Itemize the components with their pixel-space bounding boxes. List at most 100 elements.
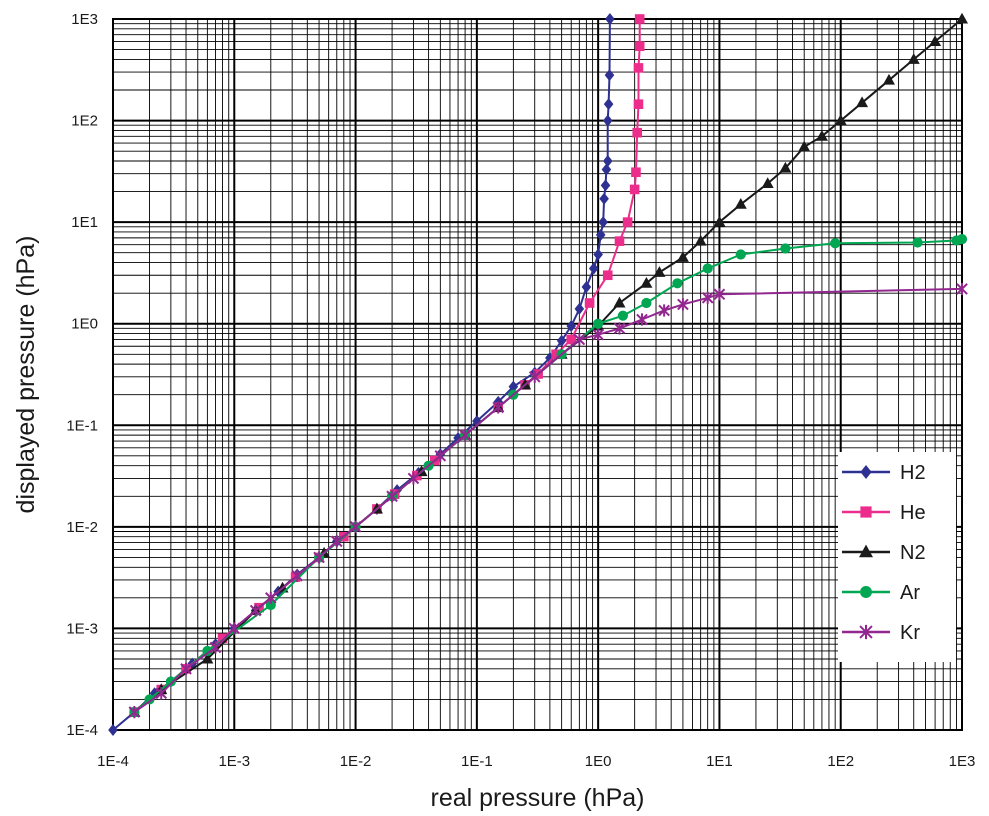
y-tick-label: 1E0	[71, 316, 98, 333]
data-point	[779, 161, 792, 173]
x-tick-label: 1E2	[827, 753, 854, 770]
data-point	[581, 280, 592, 293]
data-point	[633, 99, 644, 109]
legend-item-n2: N2	[842, 542, 926, 564]
data-point	[929, 35, 942, 47]
data-point	[956, 234, 968, 245]
x-tick-label: 1E-4	[97, 753, 129, 770]
data-point	[600, 179, 611, 192]
x-tick-label: 1E-3	[218, 753, 250, 770]
y-tick-label: 1E3	[71, 11, 98, 28]
data-point	[761, 177, 774, 189]
data-point	[508, 380, 519, 393]
data-point	[602, 154, 613, 167]
data-point	[566, 334, 577, 345]
x-tick-label: 1E1	[706, 753, 733, 770]
legend-label: Ar	[900, 582, 920, 604]
data-point	[613, 296, 626, 308]
data-point	[713, 215, 726, 227]
data-point	[956, 12, 968, 24]
series-layer	[108, 12, 968, 736]
data-point	[634, 14, 645, 24]
legend-label: H2	[900, 462, 926, 484]
data-point	[588, 262, 599, 275]
data-point	[249, 604, 262, 617]
legend-label: He	[900, 502, 926, 524]
data-point	[573, 333, 586, 346]
data-point	[882, 73, 895, 85]
data-point	[622, 217, 633, 227]
data-point	[291, 569, 303, 582]
x-tick-labels: 1E-4 1E-3 1E-2 1E-1 1E0 1E1 1E2 1E3	[97, 753, 975, 770]
data-point	[528, 370, 541, 383]
y-tick-label: 1E-1	[66, 417, 98, 434]
y-tick-labels: 1E-4 1E-3 1E-2 1E-1 1E0 1E1 1E2 1E3	[66, 11, 98, 739]
y-tick-label: 1E2	[71, 113, 98, 130]
data-point	[155, 687, 168, 700]
data-point	[601, 163, 612, 176]
legend-box	[838, 452, 956, 662]
data-point	[265, 599, 276, 611]
data-point	[631, 167, 641, 178]
data-point	[830, 238, 841, 249]
data-point	[598, 216, 608, 229]
data-point	[605, 13, 615, 25]
data-point	[551, 349, 561, 360]
data-point	[217, 633, 228, 644]
data-point	[556, 334, 567, 347]
legend-item-kr: Kr	[842, 622, 920, 644]
data-point	[834, 114, 847, 126]
plot-frame	[112, 18, 963, 731]
x-axis-title: real pressure (hPa)	[431, 784, 645, 812]
data-point	[907, 53, 920, 64]
data-point	[613, 322, 626, 335]
data-point	[780, 243, 791, 254]
data-point	[859, 544, 873, 558]
data-point	[349, 520, 362, 533]
data-point	[860, 586, 872, 598]
data-point	[165, 676, 176, 687]
data-point	[912, 237, 923, 248]
data-point	[676, 251, 689, 262]
data-point	[694, 234, 707, 246]
data-point	[593, 318, 604, 329]
legend-item-he: He	[842, 502, 926, 524]
data-point	[313, 551, 325, 564]
data-point	[386, 490, 398, 503]
series-line	[133, 287, 963, 713]
data-point	[330, 535, 343, 548]
data-point	[128, 705, 141, 719]
y-tick-label: 1E1	[71, 214, 98, 231]
data-point	[734, 197, 747, 209]
data-point	[180, 662, 192, 675]
data-point	[956, 282, 968, 296]
legend-label: N2	[900, 542, 926, 564]
data-point	[859, 624, 873, 640]
data-point	[636, 313, 648, 326]
data-point	[592, 328, 604, 341]
data-point	[264, 591, 277, 604]
y-tick-label: 1E-2	[66, 519, 98, 536]
data-point	[677, 298, 689, 311]
y-axis-title: displayed pressure (hPa)	[12, 236, 40, 514]
x-tick-label: 1E3	[949, 753, 976, 770]
data-point	[629, 184, 640, 195]
series-line	[133, 19, 641, 713]
data-point	[640, 276, 653, 288]
minor-grid	[113, 19, 962, 730]
data-point	[856, 96, 869, 108]
data-point	[604, 69, 615, 82]
data-point	[574, 302, 585, 315]
data-point	[108, 724, 118, 736]
y-tick-label: 1E-4	[66, 722, 98, 739]
data-point	[144, 694, 155, 705]
data-point	[599, 192, 609, 205]
data-point	[459, 429, 471, 442]
x-tick-label: 1E-1	[461, 753, 493, 770]
data-point	[614, 236, 625, 246]
data-point	[566, 319, 577, 332]
data-point	[658, 304, 670, 317]
data-point	[653, 266, 666, 277]
data-point	[209, 641, 222, 654]
